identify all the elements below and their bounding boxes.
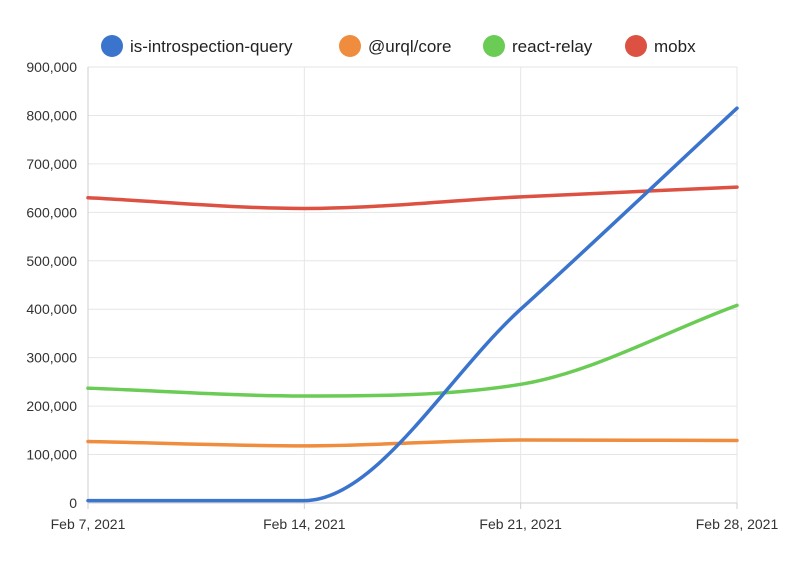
y-tick-label: 800,000 (26, 107, 77, 123)
y-tick-label: 900,000 (26, 59, 77, 75)
legend-swatch (483, 35, 505, 57)
legend-swatch (339, 35, 361, 57)
series-line-3 (86, 185, 739, 211)
legend-label: react-relay (512, 37, 593, 56)
y-tick-label: 400,000 (26, 301, 77, 317)
x-tick-label: Feb 14, 2021 (263, 516, 346, 532)
legend-label: is-introspection-query (130, 37, 293, 56)
legend-label: mobx (654, 37, 696, 56)
legend-swatch (101, 35, 123, 57)
grid (87, 66, 738, 504)
x-tick-label: Feb 21, 2021 (479, 516, 562, 532)
series-line-2 (86, 303, 739, 398)
legend-label: @urql/core (368, 37, 451, 56)
legend: is-introspection-query @urql/core react-re… (101, 35, 696, 57)
axes: 0 100,000 200,000 300,000 400,000 500,000 600,… (26, 59, 778, 532)
y-tick-label: 500,000 (26, 253, 77, 269)
x-tick-label: Feb 28, 2021 (696, 516, 779, 532)
y-tick-label: 100,000 (26, 447, 77, 463)
y-tick-label: 700,000 (26, 156, 77, 172)
y-tick-label: 200,000 (26, 398, 77, 414)
y-tick-label: 300,000 (26, 350, 77, 366)
legend-swatch (625, 35, 647, 57)
series-line-1 (86, 438, 739, 448)
series-lines (86, 106, 739, 503)
x-tick-label: Feb 7, 2021 (51, 516, 126, 532)
series-line-0 (86, 106, 739, 503)
y-tick-label: 600,000 (26, 204, 77, 220)
y-tick-label: 0 (69, 495, 77, 511)
